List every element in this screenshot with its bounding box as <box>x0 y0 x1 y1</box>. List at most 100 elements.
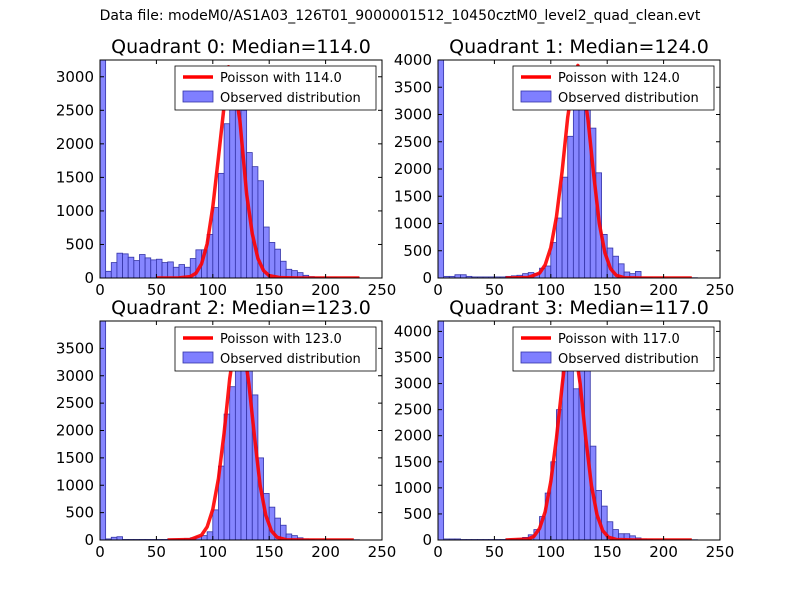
y-tick-label: 3000 <box>394 375 432 393</box>
legend-label-poisson: Poisson with 114.0 <box>220 71 342 86</box>
legend-label-observed: Observed distribution <box>558 91 699 106</box>
x-tick-label: 200 <box>311 543 340 561</box>
x-tick-label: 0 <box>433 281 443 299</box>
y-tick-label: 3500 <box>394 78 432 96</box>
subplot-quadrant-0: 0 50 100 150 200 250050010001500200025003000Q… <box>56 36 397 299</box>
legend: Poisson with 114.0 Observed distribution <box>174 65 377 111</box>
y-tick-label: 500 <box>403 505 432 523</box>
x-tick-label: 150 <box>255 281 284 299</box>
subplot-quadrant-1: 0 50 100 150 200 2500500100015002000250030003… <box>394 36 735 299</box>
x-tick-label: 100 <box>198 281 227 299</box>
histogram-bar <box>212 207 219 278</box>
legend: Poisson with 123.0 Observed distribution <box>174 326 377 372</box>
y-tick-label: 1000 <box>394 215 432 233</box>
y-tick-label: 2500 <box>56 394 94 412</box>
x-tick-label: 200 <box>311 281 340 299</box>
legend-bar-swatch <box>182 90 214 103</box>
histogram-bar <box>133 260 140 278</box>
y-tick-label: 500 <box>65 504 94 522</box>
subplot-title: Quadrant 0: Median=114.0 <box>111 36 371 58</box>
histogram-bar <box>116 536 123 540</box>
histogram-bar <box>561 176 569 278</box>
y-tick-label: 2000 <box>394 160 432 178</box>
legend-bar-swatch <box>520 90 552 103</box>
histogram-bar <box>144 257 152 278</box>
x-tick-label: 250 <box>368 543 397 561</box>
histogram-bar <box>155 258 163 278</box>
y-tick-label: 500 <box>403 242 432 260</box>
subplot-title: Quadrant 2: Median=123.0 <box>111 297 371 319</box>
x-tick-label: 0 <box>95 543 105 561</box>
y-tick-label: 2000 <box>56 135 94 153</box>
x-tick-label: 100 <box>536 281 565 299</box>
histogram-bar <box>100 60 107 278</box>
x-tick-label: 50 <box>485 543 504 561</box>
histogram-bar <box>167 261 174 278</box>
histogram-bar <box>280 524 287 540</box>
y-tick-label: 1500 <box>394 453 432 471</box>
x-tick-label: 200 <box>649 543 678 561</box>
legend-box <box>512 326 715 372</box>
histogram-bar <box>572 388 580 540</box>
histogram-bar <box>268 242 276 278</box>
legend-label-observed: Observed distribution <box>220 91 361 106</box>
y-tick-label: 4000 <box>394 51 432 69</box>
histogram-bar <box>438 321 445 540</box>
y-tick-label: 1500 <box>56 168 94 186</box>
x-tick-label: 200 <box>649 281 678 299</box>
y-tick-label: 2500 <box>394 401 432 419</box>
y-tick-label: 3000 <box>56 367 94 385</box>
legend-label-poisson: Poisson with 123.0 <box>220 332 342 347</box>
y-tick-label: 2500 <box>56 101 94 119</box>
y-tick-label: 1500 <box>56 449 94 467</box>
x-tick-label: 50 <box>147 543 166 561</box>
legend: Poisson with 124.0 Observed distribution <box>512 65 715 111</box>
axes-frame <box>437 320 721 541</box>
subplot-quadrant-3: 0 50 100 150 200 2500500100015002000250030003… <box>394 297 735 561</box>
subplot-quadrant-2: 0 50 100 150 200 2500500100015002000250030003… <box>56 297 397 561</box>
legend-label-poisson: Poisson with 124.0 <box>558 71 680 86</box>
y-tick-label: 2000 <box>394 427 432 445</box>
x-tick-label: 0 <box>433 543 443 561</box>
y-tick-label: 3000 <box>394 106 432 124</box>
subplot-title: Quadrant 1: Median=124.0 <box>449 36 709 58</box>
histogram-bar <box>556 217 563 278</box>
histogram-bar <box>110 262 118 278</box>
legend-label-poisson: Poisson with 117.0 <box>558 332 680 347</box>
x-tick-label: 100 <box>536 543 565 561</box>
histogram-bar <box>572 95 580 278</box>
y-tick-label: 2000 <box>56 422 94 440</box>
x-tick-label: 100 <box>198 543 227 561</box>
y-tick-label: 500 <box>65 235 94 253</box>
histogram-bar <box>229 386 236 540</box>
x-tick-label: 250 <box>706 281 735 299</box>
axes-frame <box>99 59 383 279</box>
y-tick-label: 4000 <box>394 322 432 340</box>
y-tick-label: 1000 <box>56 476 94 494</box>
legend-box <box>512 65 715 111</box>
histogram-bar <box>280 260 287 278</box>
legend-bar-swatch <box>182 351 214 364</box>
histogram-bar <box>116 252 123 278</box>
histogram-bar <box>206 531 214 540</box>
histogram-bar <box>274 248 281 278</box>
y-tick-label: 3000 <box>56 68 94 86</box>
x-tick-label: 150 <box>593 543 622 561</box>
y-tick-label: 0 <box>84 531 94 549</box>
legend-bar-swatch <box>520 351 552 364</box>
x-tick-label: 150 <box>255 543 284 561</box>
y-tick-label: 1500 <box>394 187 432 205</box>
y-tick-label: 1000 <box>56 202 94 220</box>
histogram-bar <box>122 253 129 278</box>
y-tick-label: 0 <box>422 531 432 549</box>
y-tick-label: 0 <box>84 269 94 287</box>
y-tick-label: 1000 <box>394 479 432 497</box>
histogram-bar <box>105 270 112 278</box>
legend-box <box>174 326 377 372</box>
x-tick-label: 0 <box>95 281 105 299</box>
y-tick-label: 0 <box>422 269 432 287</box>
x-tick-label: 50 <box>485 281 504 299</box>
figure-title: Data file: modeM0/AS1A03_126T01_90000015… <box>99 8 701 24</box>
y-tick-label: 3500 <box>56 339 94 357</box>
